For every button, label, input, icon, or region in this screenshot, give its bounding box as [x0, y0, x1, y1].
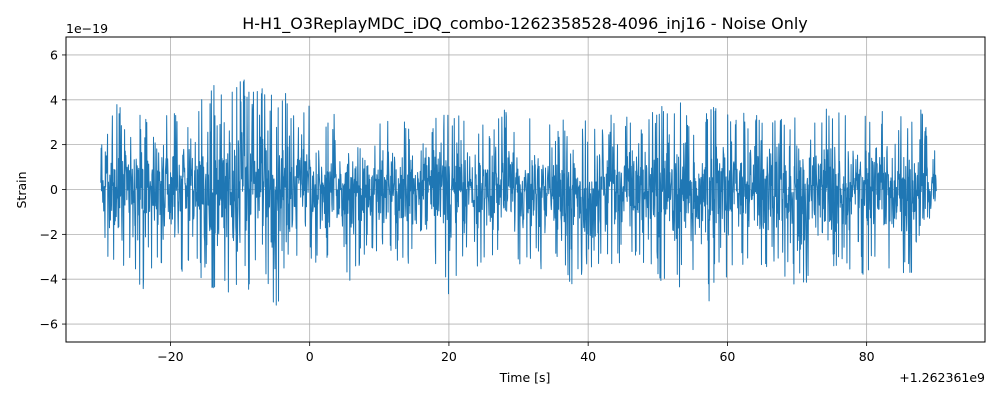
plot-area [100, 79, 937, 306]
x-tick-label: 0 [306, 349, 314, 364]
y-tick-label: −6 [40, 317, 58, 332]
y-tick-label: −2 [40, 227, 58, 242]
y-tick-label: 4 [50, 92, 58, 107]
y-scale-label: 1e−19 [66, 21, 108, 36]
chart-title: H-H1_O3ReplayMDC_iDQ_combo-1262358528-40… [242, 14, 808, 34]
x-tick-label: 40 [580, 349, 596, 364]
x-tick-label: 60 [719, 349, 735, 364]
x-tick-label: 80 [859, 349, 875, 364]
x-tick-label: 20 [441, 349, 457, 364]
y-tick-label: −4 [40, 272, 58, 287]
y-tick-label: 2 [50, 137, 58, 152]
x-axis-ticks: −20 0 20 40 60 80 [157, 342, 875, 364]
strain-series-line [100, 79, 937, 306]
x-axis-label: Time [s] [499, 370, 551, 385]
x-offset-label: +1.262361e9 [899, 370, 985, 385]
y-tick-label: 6 [50, 47, 58, 62]
y-axis-label: Strain [14, 171, 29, 208]
x-tick-label: −20 [157, 349, 183, 364]
y-tick-label: 0 [50, 182, 58, 197]
y-axis-ticks: −6 −4 −2 0 2 4 6 [40, 47, 66, 332]
